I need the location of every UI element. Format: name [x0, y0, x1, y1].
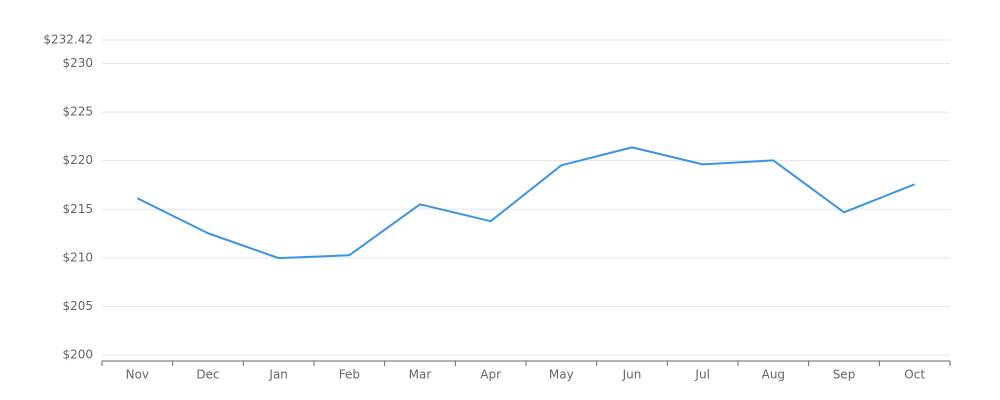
- x-tick-label: Jun: [622, 368, 642, 382]
- y-tick-label: $220: [62, 153, 93, 167]
- x-tick-label: May: [549, 368, 574, 382]
- y-tick-label: $232.42: [43, 33, 93, 47]
- x-tick-label: Feb: [339, 368, 360, 382]
- y-tick-label: $215: [62, 202, 93, 216]
- x-tick-label: Oct: [904, 368, 925, 382]
- y-tick-label: $200: [62, 348, 93, 362]
- x-tick-label: Mar: [409, 368, 432, 382]
- x-tick-label: Nov: [126, 368, 149, 382]
- x-tick-label: Sep: [833, 368, 856, 382]
- x-tick-label: Jan: [268, 368, 288, 382]
- y-tick-label: $205: [62, 299, 93, 313]
- y-tick-label: $230: [62, 56, 93, 70]
- y-tick-label: $225: [62, 105, 93, 119]
- x-tick-label: Jul: [694, 368, 709, 382]
- x-tick-label: Apr: [480, 368, 501, 382]
- line-series: [136, 146, 916, 260]
- x-tick-label: Aug: [762, 368, 785, 382]
- y-tick-label: $210: [62, 250, 93, 264]
- x-tick-label: Dec: [196, 368, 219, 382]
